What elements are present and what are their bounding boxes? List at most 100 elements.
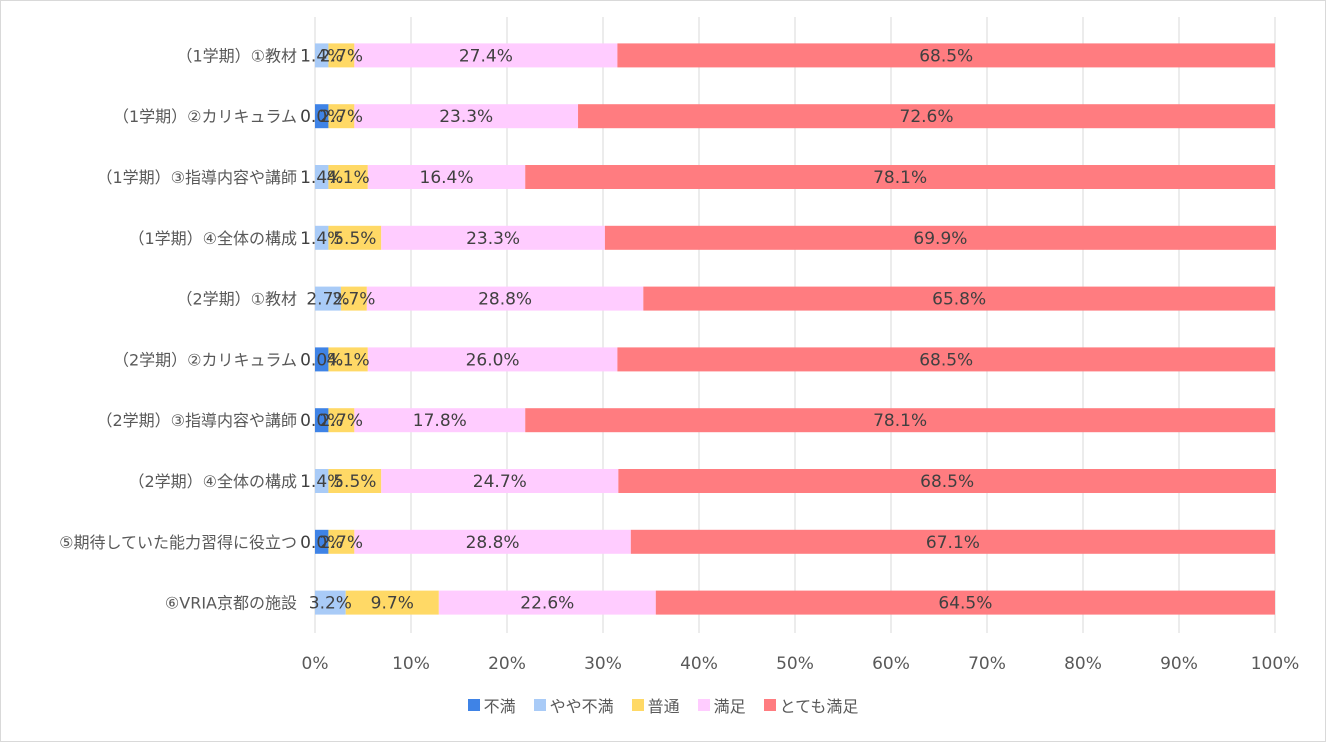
bar-segment — [328, 225, 382, 250]
data-label: 4.1% — [327, 350, 370, 370]
bar-segment — [315, 104, 329, 129]
category-label: （2学期）③指導内容や講師 — [96, 411, 297, 430]
bar-segment — [328, 347, 368, 372]
legend-swatch — [697, 699, 710, 711]
category-label: （2学期）④全体の構成 — [128, 472, 297, 491]
x-tick-labels: 0% 10% 20% 30% 40% 50% 60% 70% 80% 90% 100% — [302, 654, 1300, 674]
legend-swatch — [533, 699, 546, 711]
bar-segment — [617, 43, 1275, 68]
legend-item: 不満 — [467, 693, 516, 717]
bar-segment — [328, 469, 382, 493]
data-label: 78.1% — [873, 168, 927, 188]
legend-label: やや不満 — [549, 697, 614, 716]
data-label: 0.0% — [300, 533, 343, 553]
bar-segment — [381, 225, 605, 250]
data-label: 27.4% — [459, 46, 513, 66]
data-label: 23.3% — [466, 229, 520, 249]
bar-segment — [367, 347, 618, 372]
legend-item: 普通 — [631, 693, 680, 717]
bar-segment — [354, 43, 618, 68]
category-label: （1学期）②カリキュラム — [113, 107, 297, 126]
x-tick-label: 100% — [1251, 654, 1300, 674]
x-tick-label: 90% — [1160, 654, 1198, 674]
data-labels: 1.4%2.7% 27.4% 68.5%0.0%2.7% 23.3% 72.6%1.4%… — [300, 46, 992, 613]
bar-segment — [315, 469, 329, 493]
category-label: ⑥VRIA京都の施設 — [165, 594, 297, 613]
data-label: 68.5% — [920, 472, 974, 492]
data-label: 4.1% — [327, 168, 370, 188]
data-label: 78.1% — [873, 411, 927, 431]
data-label: 67.1% — [926, 533, 980, 553]
bar-segment — [366, 286, 644, 311]
bar-segment — [655, 590, 1275, 615]
data-label: 68.5% — [919, 46, 973, 66]
legend-swatch — [763, 699, 776, 711]
x-tick-label: 10% — [392, 654, 430, 674]
data-label: 2.7% — [320, 107, 363, 127]
legend-label: 不満 — [483, 697, 516, 716]
bar-segment — [643, 286, 1275, 311]
bar-segment — [340, 286, 367, 311]
bar-segment — [328, 43, 355, 68]
data-label: 26.0% — [466, 350, 520, 370]
data-label: 2.7% — [320, 46, 363, 66]
x-tick-label: 20% — [488, 654, 526, 674]
bar-segment — [525, 165, 1275, 189]
category-label: （1学期）④全体の構成 — [128, 229, 297, 248]
bar-segment — [438, 590, 656, 615]
data-label: 9.7% — [371, 594, 414, 614]
bar-segment — [328, 408, 355, 433]
data-label: 16.4% — [420, 168, 474, 188]
data-label: 1.4% — [300, 46, 343, 66]
bar-segment — [354, 408, 526, 433]
data-label: 2.7% — [320, 411, 363, 431]
x-tick-label: 80% — [1064, 654, 1102, 674]
bar-segment — [315, 165, 329, 189]
bar-segment — [315, 347, 329, 372]
data-label: 65.8% — [932, 290, 986, 310]
data-label: 28.8% — [478, 290, 532, 310]
x-tick-label: 70% — [968, 654, 1006, 674]
category-label: （1学期）①教材 — [176, 46, 297, 65]
data-label: 28.8% — [466, 533, 520, 553]
bar-segment — [618, 469, 1276, 493]
bar-segment — [315, 286, 341, 311]
data-label: 1.4% — [300, 229, 343, 249]
data-label: 72.6% — [900, 107, 954, 127]
data-label: 17.8% — [413, 411, 467, 431]
data-label: 69.9% — [913, 229, 967, 249]
x-tick-label: 0% — [302, 654, 329, 674]
bar-segment — [315, 43, 329, 68]
bar-segment — [630, 529, 1275, 554]
bar-segment — [381, 469, 619, 493]
data-label: 1.4% — [300, 472, 343, 492]
bar-segment — [328, 165, 368, 189]
category-label: （2学期）②カリキュラム — [113, 350, 297, 369]
legend-label: 普通 — [647, 697, 680, 716]
data-label: 5.5% — [333, 472, 376, 492]
bar-segment — [604, 225, 1276, 250]
x-tick-label: 40% — [680, 654, 718, 674]
category-label: （2学期）①教材 — [176, 290, 297, 309]
legend: 不満 やや不満 普通 満足 とても満足 — [0, 693, 1326, 717]
bar-segment — [578, 104, 1275, 129]
legend-item: 満足 — [697, 693, 746, 717]
x-tick-label: 50% — [776, 654, 814, 674]
data-label: 2.7% — [306, 290, 349, 310]
bar-segment — [328, 529, 355, 554]
data-label: 0.0% — [300, 107, 343, 127]
category-labels: （1学期）①教材 （1学期）②カリキュラム （1学期）③指導内容や講師 （1学期）④全… — [59, 46, 297, 612]
data-label: 0.0% — [300, 411, 343, 431]
bar-segment — [328, 104, 355, 129]
bar-segment — [525, 408, 1275, 433]
category-label: ⑤期待していた能力習得に役立つ — [59, 533, 297, 552]
bar-segment — [315, 225, 329, 250]
data-label: 1.4% — [300, 168, 343, 188]
data-label: 22.6% — [520, 594, 574, 614]
data-label: 5.5% — [333, 229, 376, 249]
data-label: 2.7% — [332, 290, 375, 310]
legend-swatch — [631, 699, 644, 711]
x-tick-label: 60% — [872, 654, 910, 674]
bar-segment — [617, 347, 1275, 372]
bar-segment — [354, 104, 579, 129]
